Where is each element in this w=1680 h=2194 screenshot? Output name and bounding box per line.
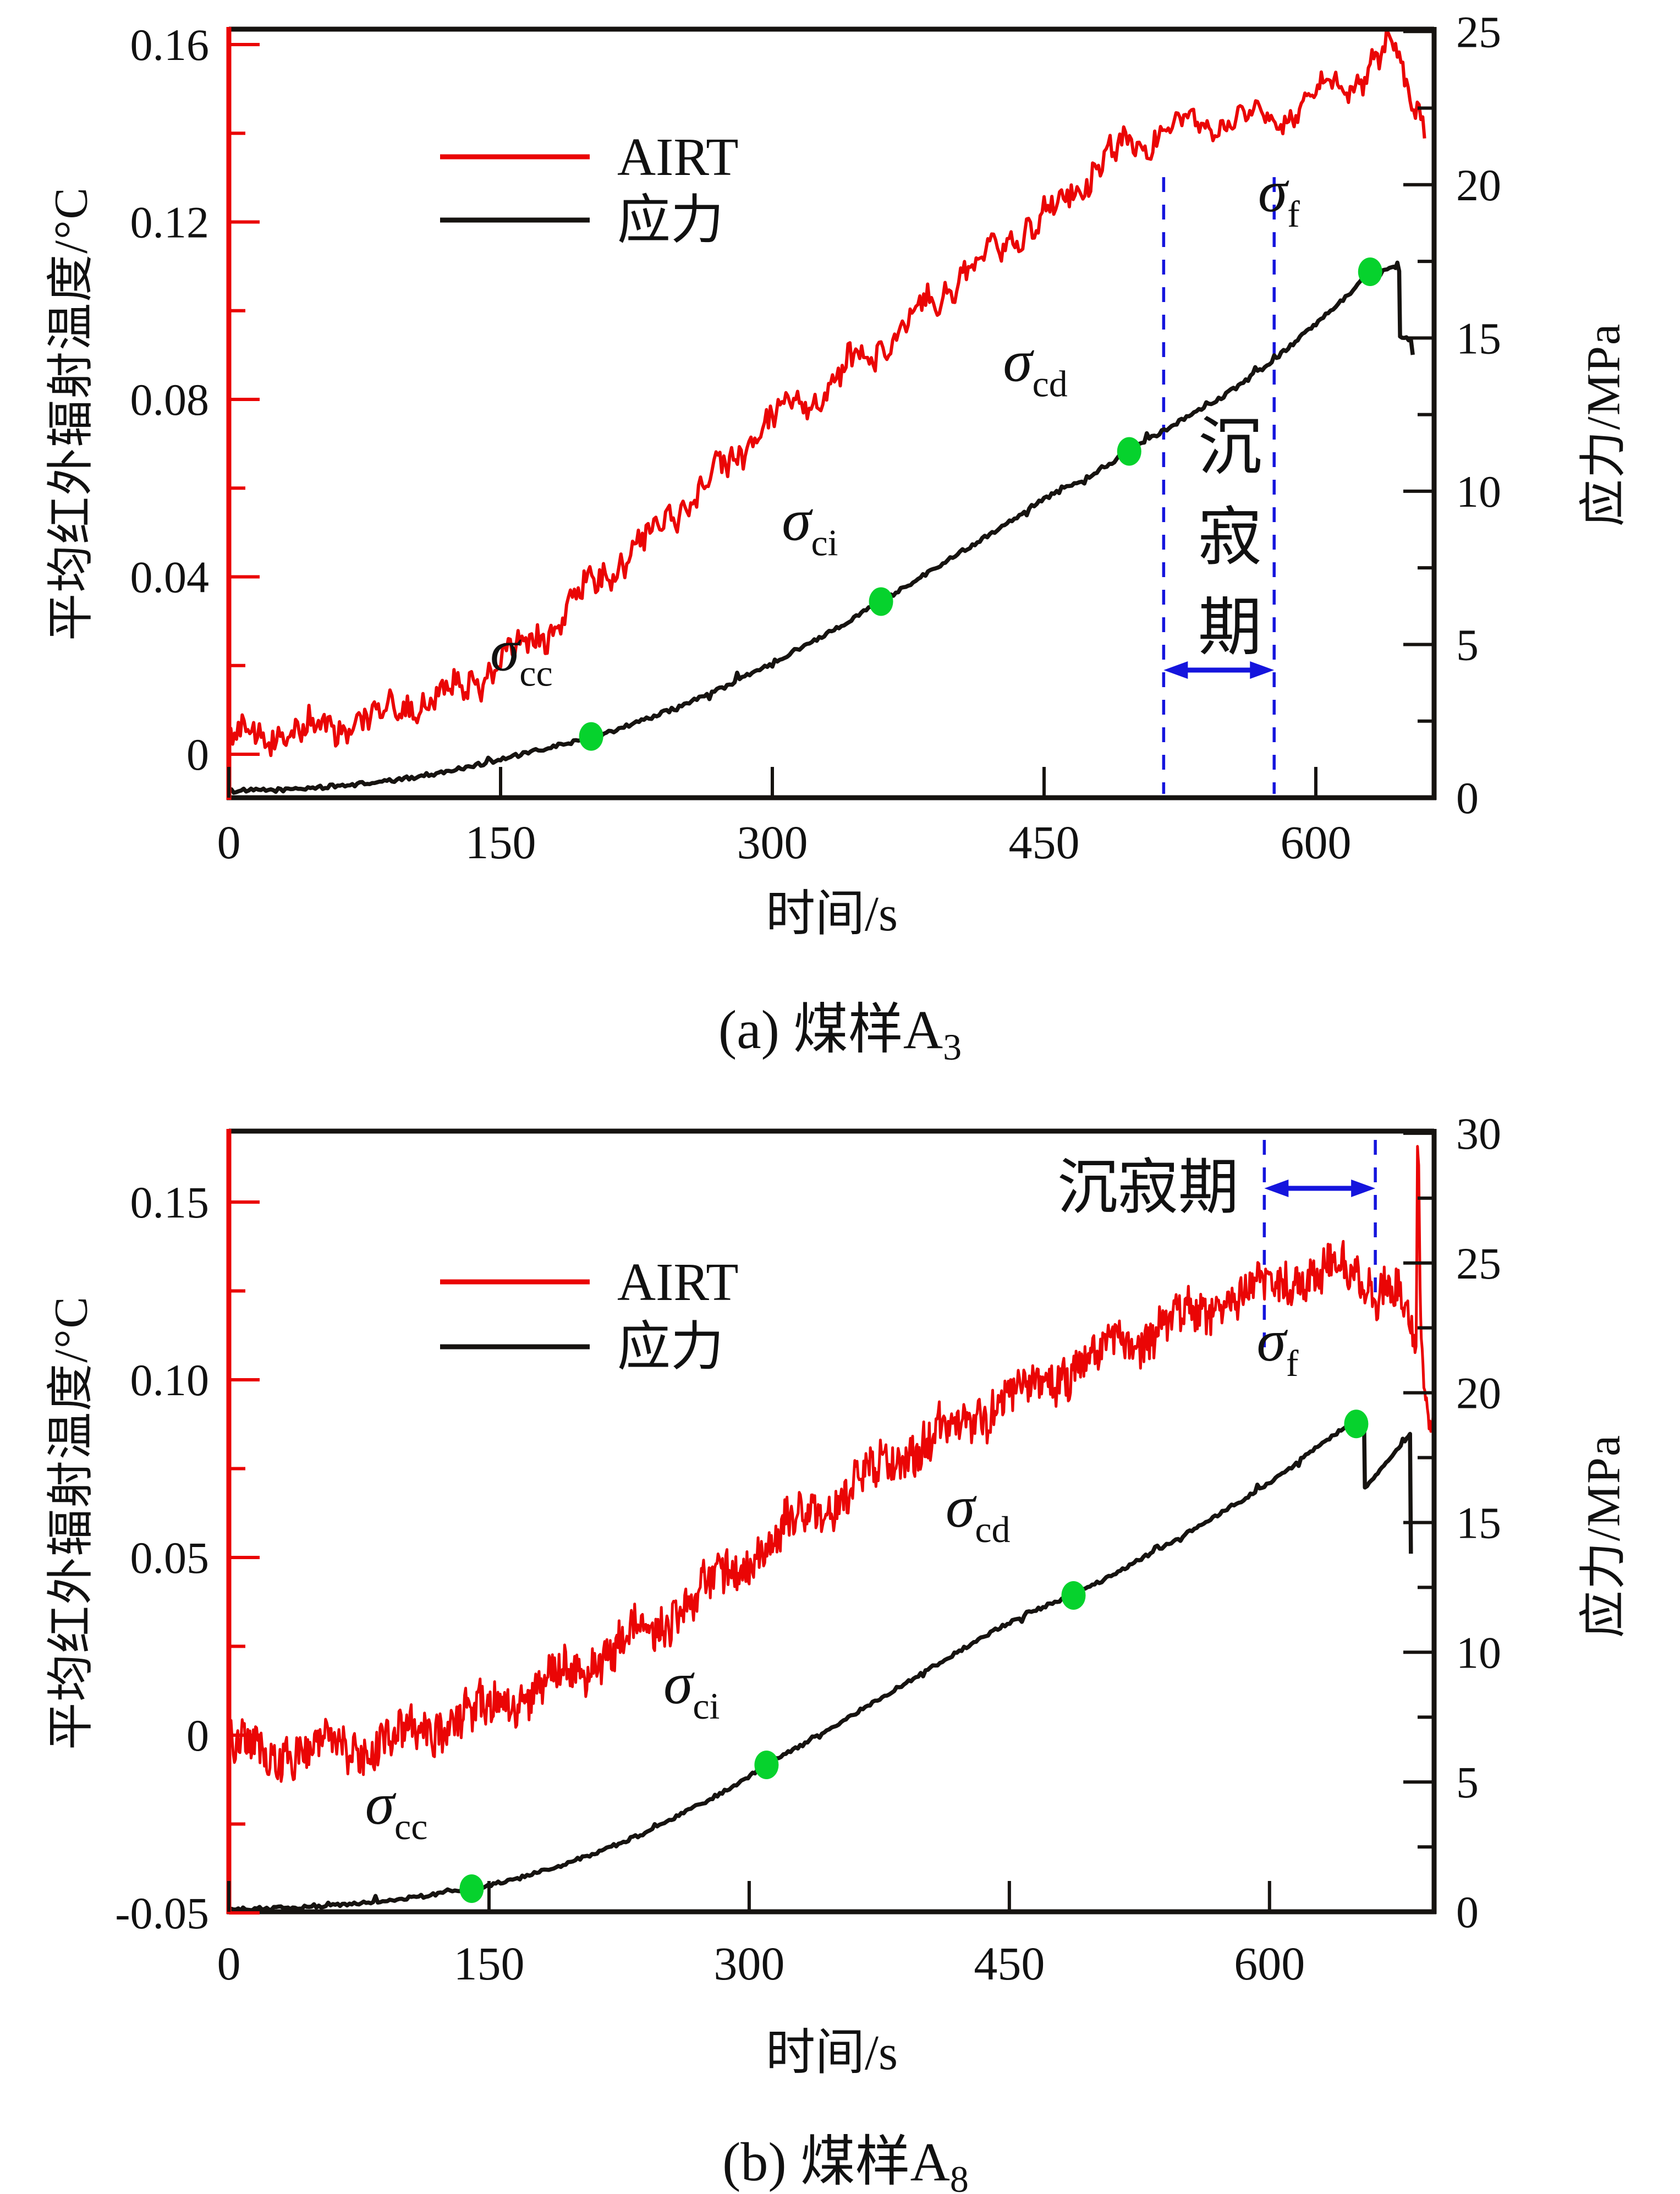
time-tick-label: 150 [465,816,536,869]
legend-b: AIRT 应力 [440,1253,738,1376]
temp-tick-label: 0.12 [130,198,210,248]
sigma-cc-label-b: σcc [365,1771,428,1847]
airt-curve-b [227,1145,1436,1783]
stress-tick-label: 5 [1456,1757,1479,1807]
temp-tick-label: 0.05 [130,1533,210,1583]
time-tick-label: 0 [217,816,241,869]
stress-curve-b [228,1416,1413,1913]
caption-a-sub: 3 [943,1026,962,1068]
stress-tick-label: 10 [1456,1627,1501,1677]
stress-tick-label: 10 [1456,467,1501,517]
quiet-period-label-char: 沉 [1198,413,1262,483]
chart-a: 沉寂期 0 0.04 0.08 0.12 0.16 0 5 10 15 20 25 0 150 300 450… [130,7,1502,869]
caption-b: (b) 煤样A8 [722,2116,969,2194]
temp-tick-label: 0.04 [130,552,210,602]
sigma-f-label-a: σf [1258,159,1300,235]
time-tick-label: 600 [1280,816,1351,869]
stress-tick-label: 25 [1456,7,1501,57]
quiet-arrow-head-left [1264,1180,1289,1197]
legend-label-airt: AIRT [617,1253,738,1312]
sigma-cd-label-a: σcd [1003,328,1067,404]
quiet-period-label-char: 期 [1198,593,1262,663]
temp-tick-label: 0 [186,1710,209,1760]
time-tick-label: 450 [1008,816,1079,869]
stress-tick-label: 20 [1456,160,1501,210]
sigma-ci-marker-b [754,1751,779,1780]
sigma-cc-label-a: σcc [490,618,553,694]
stress-tick-label: 5 [1456,619,1479,670]
quiet-period-label-char: 寂 [1198,503,1262,573]
stress-tick-label: 0 [1456,1887,1479,1937]
sigma-ci-label-b: σci [663,1651,720,1727]
time-tick-label: 0 [217,1937,241,1990]
sigma-ci-marker-a [869,587,893,616]
caption-b-sub: 8 [949,2158,969,2194]
time-tick-label: 300 [737,816,808,869]
stress-tick-label: 20 [1456,1368,1501,1418]
quiet-period-annotation-a: 沉寂期 [1162,177,1276,794]
temp-tick-label: -0.05 [115,1888,209,1938]
temp-tick-label: 0.15 [130,1177,210,1227]
time-tick-label: 300 [713,1937,784,1990]
sigma-f-label-b: σf [1257,1308,1299,1384]
sigma-cc-marker-b [459,1874,484,1904]
quiet-arrow-head-right [1351,1180,1376,1197]
caption-a-text: (a) 煤样A [718,999,943,1060]
right-axis-label-b: 应力/MPa [1577,1434,1630,1638]
x-axis-label-b: 时间/s [765,2026,898,2080]
right-axis-label-a: 应力/MPa [1577,322,1630,527]
quiet-period-annotation-b: 沉寂期 [1057,1140,1377,1351]
legend-label-stress: 应力 [617,191,724,250]
legend-label-stress: 应力 [617,1318,724,1376]
stress-tick-label: 15 [1456,1498,1501,1548]
temp-tick-label: 0.16 [130,20,210,70]
caption-a: (a) 煤样A3 [718,984,962,1069]
sigma-cd-marker-b [1061,1581,1086,1610]
stress-tick-label: 30 [1456,1109,1501,1159]
stress-tick-label: 15 [1456,313,1501,363]
sigma-cc-marker-a [579,722,603,751]
time-tick-label: 150 [453,1937,524,1990]
sigma-cd-marker-a [1117,437,1141,466]
sigma-cd-label-b: σcd [946,1474,1010,1550]
sigma-ci-label-a: σci [782,487,838,563]
quiet-arrow-head-left [1163,661,1188,679]
temp-tick-label: 0.10 [130,1355,210,1405]
left-axis-label-a: 平均红外辐射温度/°C [44,187,97,641]
left-axis-label-b: 平均红外辐射温度/°C [44,1296,97,1750]
quiet-arrow-head-right [1250,661,1275,679]
temp-tick-label: 0.08 [130,375,210,425]
time-tick-label: 450 [974,1937,1045,1990]
x-axis-label-a: 时间/s [765,887,898,941]
time-tick-label: 600 [1234,1937,1305,1990]
stress-curve-a [227,260,1415,795]
stress-tick-label: 25 [1456,1238,1501,1288]
quiet-period-label: 沉寂期 [1057,1154,1239,1221]
legend-label-airt: AIRT [617,128,738,187]
temp-tick-label: 0 [186,729,209,780]
sigma-f-marker-b [1344,1409,1369,1439]
caption-b-text: (b) 煤样A [722,2131,950,2192]
stress-tick-label: 0 [1456,773,1479,823]
sigma-f-marker-a [1358,257,1382,287]
airt-curve-a [227,28,1426,758]
